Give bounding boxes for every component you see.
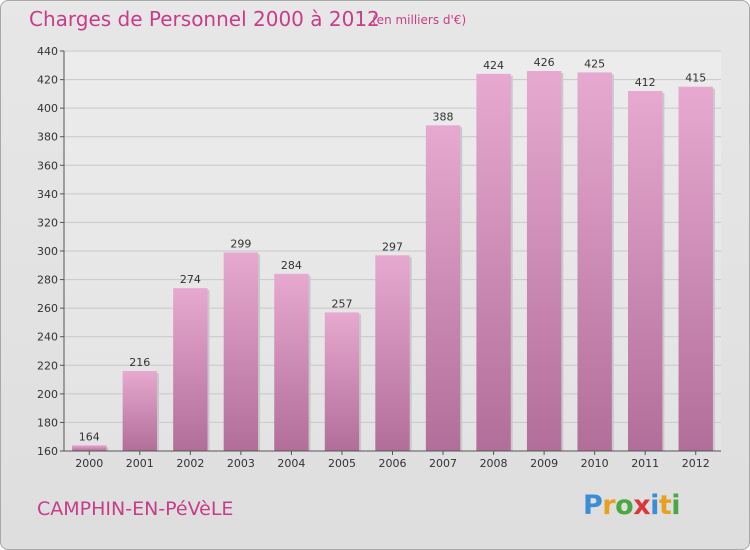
y-tick-label: 280 bbox=[37, 274, 58, 287]
x-tick-label-2004: 2004 bbox=[277, 457, 305, 470]
bar-2002 bbox=[173, 288, 208, 451]
y-tick-label: 440 bbox=[37, 45, 58, 58]
data-label-2011: 412 bbox=[635, 76, 656, 89]
commune-name: CAMPHIN-EN-PéVèLE bbox=[37, 498, 234, 520]
bar-2003 bbox=[223, 252, 259, 451]
x-tick-label-2012: 2012 bbox=[682, 457, 710, 470]
logo-letter: P bbox=[583, 490, 603, 521]
x-tick-label-2000: 2000 bbox=[75, 457, 103, 470]
bar-2004 bbox=[274, 273, 309, 451]
y-tick-label: 360 bbox=[37, 159, 58, 172]
y-tick-label: 240 bbox=[37, 331, 58, 344]
bar-2001 bbox=[122, 371, 157, 451]
logo-letter: i bbox=[671, 490, 681, 521]
y-tick-label: 260 bbox=[37, 302, 58, 315]
bar-2008 bbox=[476, 73, 511, 451]
x-tick-label-2001: 2001 bbox=[126, 457, 154, 470]
y-tick-label: 160 bbox=[37, 445, 58, 458]
x-tick-label-2002: 2002 bbox=[176, 457, 204, 470]
data-label-2012: 415 bbox=[685, 72, 706, 85]
x-tick-label-2008: 2008 bbox=[480, 457, 508, 470]
bar-2009 bbox=[526, 71, 562, 451]
logo-letter: x bbox=[633, 490, 651, 521]
bars: 164 216 274 299 284 257 297 388 424 426 425 412 415 bbox=[72, 56, 715, 452]
x-tick-label-2007: 2007 bbox=[429, 457, 457, 470]
proxiti-logo: Proxiti bbox=[583, 490, 681, 521]
x-tick-label-2006: 2006 bbox=[379, 457, 407, 470]
data-label-2008: 424 bbox=[483, 59, 504, 72]
data-label-2007: 388 bbox=[433, 110, 454, 123]
y-tick-label: 300 bbox=[37, 245, 58, 258]
axes: 160 180 200 220 240 260 280 300 320 340 360 380 400 4… bbox=[37, 45, 721, 470]
data-label-2009: 426 bbox=[534, 56, 555, 69]
data-label-2006: 297 bbox=[382, 240, 403, 253]
x-tick-label-2005: 2005 bbox=[328, 457, 356, 470]
x-tick-label-2009: 2009 bbox=[530, 457, 558, 470]
logo-letter: o bbox=[615, 490, 634, 521]
logo-letter: i bbox=[650, 490, 659, 521]
data-label-2002: 274 bbox=[180, 273, 201, 286]
bar-2000 bbox=[72, 445, 107, 451]
y-tick-label: 220 bbox=[37, 359, 58, 372]
data-label-2010: 425 bbox=[584, 57, 605, 70]
data-label-2000: 164 bbox=[79, 430, 100, 443]
data-label-2004: 284 bbox=[281, 259, 302, 272]
x-tick-label-2010: 2010 bbox=[581, 457, 609, 470]
y-tick-label: 400 bbox=[37, 102, 58, 115]
bar-2010 bbox=[577, 72, 612, 451]
y-tick-label: 200 bbox=[37, 388, 58, 401]
bar-2005 bbox=[324, 312, 360, 451]
y-tick-label: 320 bbox=[37, 216, 58, 229]
chart-title: Charges de Personnel 2000 à 2012 bbox=[29, 7, 380, 31]
y-tick-label: 380 bbox=[37, 131, 58, 144]
bar-2007 bbox=[425, 125, 461, 452]
x-tick-label-2003: 2003 bbox=[227, 457, 255, 470]
logo-letter: t bbox=[658, 490, 672, 521]
data-label-2001: 216 bbox=[129, 356, 150, 369]
y-tick-label: 180 bbox=[37, 416, 58, 429]
bar-2006 bbox=[375, 255, 410, 451]
bar-2012 bbox=[678, 86, 713, 451]
logo-letter: r bbox=[602, 490, 616, 521]
y-tick-label: 340 bbox=[37, 188, 58, 201]
chart-subtitle: (en milliers d'€) bbox=[372, 13, 467, 27]
x-tick-label-2011: 2011 bbox=[631, 457, 659, 470]
data-label-2005: 257 bbox=[331, 297, 352, 310]
y-tick-label: 420 bbox=[37, 74, 58, 87]
data-label-2003: 299 bbox=[230, 237, 251, 250]
bar-2011 bbox=[628, 91, 663, 451]
